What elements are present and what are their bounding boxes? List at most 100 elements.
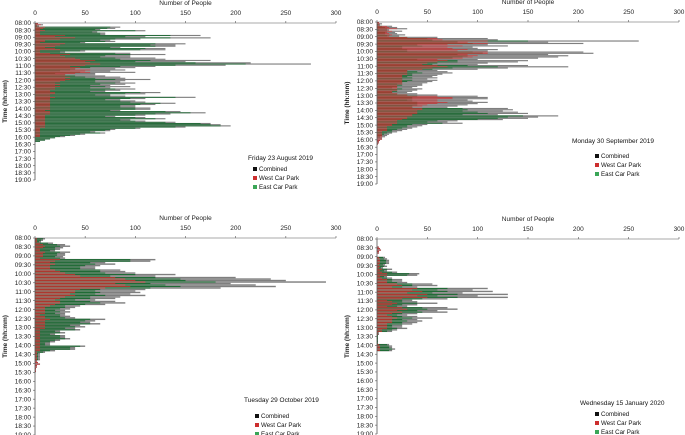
west-bar bbox=[377, 108, 423, 109]
west-bar bbox=[35, 62, 91, 64]
west-bar bbox=[377, 109, 423, 111]
y-tick-label: 17:00 bbox=[357, 152, 374, 159]
east-bar bbox=[35, 263, 96, 265]
west-bar bbox=[377, 268, 383, 270]
east-bar bbox=[35, 259, 131, 261]
west-bar bbox=[377, 143, 379, 145]
west-bar bbox=[35, 113, 51, 115]
west-bar bbox=[35, 53, 51, 54]
west-bar bbox=[377, 88, 398, 90]
west-bar bbox=[35, 133, 41, 135]
west-bar bbox=[377, 265, 381, 267]
east-bar bbox=[35, 239, 42, 241]
west-bar bbox=[35, 344, 41, 346]
legend-label: West Car Park bbox=[261, 422, 302, 429]
x-tick-label: 150 bbox=[180, 10, 191, 17]
y-tick-label: 18:00 bbox=[15, 163, 32, 170]
y-tick-label: 16:30 bbox=[357, 144, 374, 151]
legend-label: Combined bbox=[261, 413, 290, 420]
east-bar bbox=[35, 62, 196, 64]
y-tick-label: 12:00 bbox=[15, 77, 32, 84]
y-tick-label: 08:00 bbox=[15, 235, 32, 242]
y-tick-label: 10:30 bbox=[357, 281, 374, 288]
west-bar bbox=[377, 32, 388, 33]
east-bar bbox=[35, 269, 101, 271]
west-bar bbox=[377, 246, 380, 248]
west-bar bbox=[377, 75, 403, 76]
y-tick-label: 14:30 bbox=[15, 113, 32, 120]
west-bar bbox=[35, 86, 61, 87]
west-bar bbox=[377, 115, 413, 117]
x-tick-label: 300 bbox=[674, 9, 685, 16]
west-bar bbox=[35, 116, 46, 117]
east-bar bbox=[377, 265, 385, 267]
west-bar bbox=[35, 366, 38, 368]
west-bar bbox=[35, 73, 76, 74]
west-bar bbox=[35, 42, 41, 43]
y-tick-label: 11:00 bbox=[357, 289, 373, 296]
west-bar bbox=[35, 281, 146, 283]
east-bar bbox=[35, 351, 44, 353]
x-tick-label: 300 bbox=[674, 226, 685, 233]
west-bar bbox=[377, 333, 379, 335]
legend-swatch bbox=[253, 167, 257, 171]
west-bar bbox=[35, 39, 46, 41]
east-bar bbox=[35, 335, 61, 337]
west-bar bbox=[377, 65, 438, 66]
east-bar bbox=[35, 106, 121, 108]
west-bar bbox=[35, 92, 56, 93]
east-bar bbox=[35, 81, 96, 83]
east-bar bbox=[35, 320, 86, 322]
x-tick-label: 50 bbox=[82, 10, 90, 17]
east-bar bbox=[35, 88, 116, 90]
east-bar bbox=[35, 38, 116, 40]
east-bar bbox=[377, 112, 488, 114]
east-bar bbox=[35, 95, 111, 97]
west-bar bbox=[35, 99, 51, 101]
west-bar bbox=[35, 342, 41, 344]
west-bar bbox=[35, 114, 46, 116]
west-bar bbox=[35, 272, 66, 274]
east-bar bbox=[35, 302, 101, 304]
east-bar bbox=[377, 348, 393, 350]
west-bar bbox=[35, 24, 42, 26]
west-bar bbox=[377, 277, 383, 279]
west-bar bbox=[35, 47, 46, 48]
y-tick-label: 14:30 bbox=[357, 115, 374, 122]
east-bar bbox=[35, 114, 136, 116]
east-bar bbox=[377, 342, 379, 344]
legend-label: East Car Park bbox=[601, 429, 640, 435]
west-bar bbox=[377, 51, 488, 53]
west-bar bbox=[377, 251, 380, 252]
east-bar bbox=[35, 46, 111, 48]
y-tick-label: 15:30 bbox=[357, 369, 374, 376]
west-bar bbox=[35, 280, 136, 281]
west-bar bbox=[35, 85, 56, 86]
east-bar bbox=[35, 133, 81, 135]
y-tick-label: 17:30 bbox=[15, 405, 32, 412]
east-bar bbox=[35, 248, 56, 250]
east-bar bbox=[35, 112, 191, 114]
west-bar bbox=[35, 57, 76, 59]
west-bar bbox=[35, 91, 51, 92]
east-bar bbox=[35, 45, 156, 47]
west-bar bbox=[35, 45, 56, 47]
y-tick-label: 11:30 bbox=[357, 71, 373, 78]
y-tick-label: 08:30 bbox=[357, 27, 374, 34]
west-bar bbox=[35, 360, 38, 362]
west-bar bbox=[35, 301, 61, 302]
west-bar bbox=[35, 69, 91, 71]
east-bar bbox=[35, 37, 171, 39]
panel-date-title: Tuesday 29 October 2019 bbox=[244, 397, 319, 404]
y-tick-label: 09:00 bbox=[15, 253, 32, 260]
west-bar bbox=[35, 66, 71, 67]
west-bar bbox=[35, 56, 66, 58]
y-tick-label: 13:00 bbox=[15, 92, 32, 99]
west-bar bbox=[35, 251, 46, 253]
y-tick-label: 19:00 bbox=[357, 431, 374, 435]
west-bar bbox=[377, 293, 428, 295]
west-bar bbox=[377, 43, 488, 44]
west-bar bbox=[35, 256, 44, 258]
east-bar bbox=[35, 87, 91, 89]
